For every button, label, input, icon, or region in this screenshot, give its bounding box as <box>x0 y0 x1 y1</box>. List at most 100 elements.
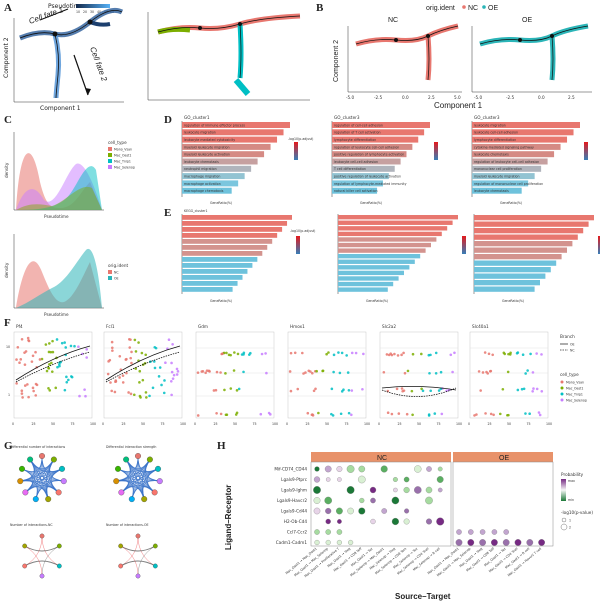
expression-point <box>145 396 148 399</box>
expression-point <box>411 413 414 417</box>
kegg-bar <box>474 228 584 234</box>
kegg-bar <box>182 239 273 244</box>
expression-point <box>171 342 174 346</box>
lr-dot <box>358 465 366 473</box>
lr-dot <box>426 466 432 472</box>
go-term: leukocyte migration <box>184 131 216 135</box>
orig-ident-legend-title: orig.ident <box>426 5 455 12</box>
network-node <box>39 533 45 539</box>
lr-dot <box>503 529 509 535</box>
cell-fate-2-label: Cell fate 2 <box>88 46 109 83</box>
panel-h-ylabel: Ligand–Receptor <box>224 485 233 550</box>
gene-xtick: 100 <box>546 422 552 426</box>
cell-fate-1-label: Cell fate 1 <box>28 5 65 26</box>
lr-dot <box>491 539 498 546</box>
kegg-bar <box>474 215 594 221</box>
network-node <box>22 563 28 569</box>
go-bar <box>332 136 419 143</box>
lr-dot <box>346 486 355 494</box>
expression-point <box>232 369 236 372</box>
go-term: leukocyte chemotaxis <box>184 160 219 164</box>
go-bar <box>332 151 407 158</box>
go-term: cytokine-mediated signaling pathway <box>474 145 534 149</box>
expression-point <box>151 386 155 390</box>
expression-point <box>129 356 132 360</box>
gene-xtick: 75 <box>71 422 75 426</box>
svg-text:2.5: 2.5 <box>568 95 575 100</box>
network-node <box>152 543 158 549</box>
gene-xtick: 0 <box>12 422 14 426</box>
expression-point <box>172 373 176 377</box>
expression-point <box>347 411 351 415</box>
lr-dot <box>348 539 354 546</box>
panel-a-xlabel: Component 1 <box>40 105 81 112</box>
go-term: leukocyte cell-cell adhesion <box>474 131 518 135</box>
expression-point <box>16 345 20 349</box>
expression-point <box>134 367 138 370</box>
legend-c-nc: NC <box>114 271 119 275</box>
expression-point <box>70 375 73 378</box>
expression-point <box>301 351 304 355</box>
lr-dot <box>391 517 399 526</box>
go-colorbar <box>434 142 438 160</box>
expression-point <box>390 412 394 416</box>
svg-text:Mac_Tnip1: Mac_Tnip1 <box>566 393 583 397</box>
expression-point <box>288 370 292 373</box>
expression-point <box>109 381 112 384</box>
go-colorbar <box>294 142 298 160</box>
go-bar <box>332 129 425 136</box>
gene-xtick: 0 <box>378 422 380 426</box>
gene-plot-frame <box>469 331 549 419</box>
expression-point <box>110 389 114 393</box>
gene-title: Slc40a1 <box>472 324 489 329</box>
expression-point <box>69 344 73 348</box>
go-bar <box>472 129 574 136</box>
kegg-bar <box>474 221 589 227</box>
svg-text:30: 30 <box>90 10 94 14</box>
expression-point <box>289 351 293 355</box>
expression-point <box>302 372 305 375</box>
kegg-bar <box>182 269 248 274</box>
expression-point <box>48 363 51 366</box>
lr-dot <box>358 507 366 515</box>
expression-point <box>477 370 481 373</box>
expression-point <box>410 389 414 393</box>
expression-point <box>175 373 179 376</box>
expression-point <box>532 387 535 390</box>
kegg-bar <box>474 267 551 273</box>
go-term: myeloid leukocyte migration <box>474 175 520 179</box>
probability-legend: Probability max min -log10(p-value) 1 2 <box>560 472 593 531</box>
gene-xtick: 0 <box>194 422 196 426</box>
svg-text:5.0: 5.0 <box>454 95 461 100</box>
kegg-xlabel: GeneRatio(%) <box>366 299 388 303</box>
panel-label-g: G <box>4 440 13 452</box>
expression-point <box>20 337 24 341</box>
gene-xtick: 50 <box>417 422 421 426</box>
gene-xtick: 75 <box>161 422 165 426</box>
legend-tnip1: Mac_Tnip1 <box>114 160 131 164</box>
expression-point <box>164 361 167 365</box>
branch-fit-nc <box>15 351 91 383</box>
go-bar <box>182 187 232 194</box>
expression-point <box>85 356 88 359</box>
go-xlabel: GeneRatio(%) <box>360 201 382 205</box>
network-edge <box>120 545 139 577</box>
expression-point <box>44 343 48 346</box>
expression-point <box>489 412 493 416</box>
network-edge <box>120 560 156 567</box>
expression-point <box>54 386 58 390</box>
expression-point <box>437 389 441 392</box>
kegg-bar <box>182 245 268 250</box>
go-term: macrophage migration <box>184 175 220 179</box>
expression-point <box>129 338 132 341</box>
lr-dot <box>468 529 474 535</box>
lr-dot <box>436 517 445 526</box>
expression-point <box>170 370 174 374</box>
expression-point <box>522 387 526 391</box>
lr-dot <box>437 466 443 472</box>
expression-point <box>345 354 348 357</box>
expression-point <box>130 350 133 354</box>
panel-b-xticks: -5.0 -2.5 0.0 2.5 5.0 -5.0 -2.5 0.0 2.5 <box>346 95 575 100</box>
kegg-bar <box>182 275 243 280</box>
facet-nc-label: NC <box>388 17 398 24</box>
